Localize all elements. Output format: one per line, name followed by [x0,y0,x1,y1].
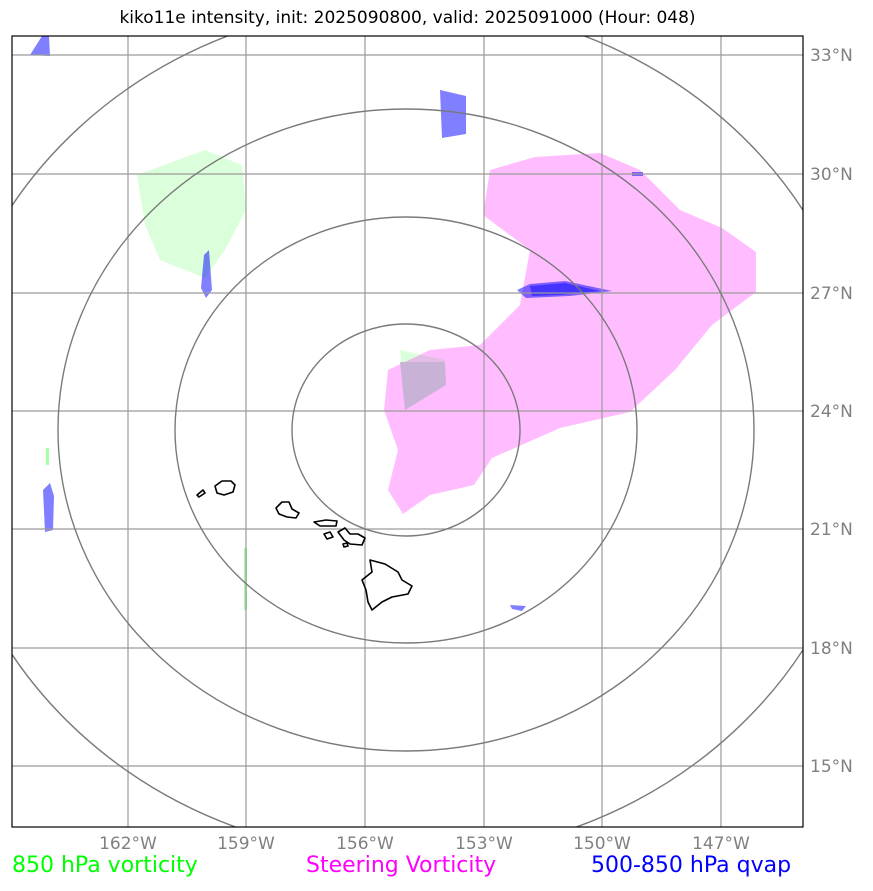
lon-tick-label: 156°W [336,834,394,854]
vorticity-850-region [46,448,49,465]
range-ring [57,108,755,752]
qvap-region [30,36,50,56]
range-ring [291,323,521,537]
island-maui [337,527,366,546]
range-ring [174,216,638,644]
island-lanai [323,531,334,540]
lon-tick-label: 159°W [217,834,275,854]
legend-steering-vorticity: Steering Vorticity [306,853,497,878]
vorticity-850-region [137,150,246,278]
legend-qvap: 500-850 hPa qvap [591,853,792,878]
lat-tick-label: 18°N [810,639,853,659]
lon-tick-labels: 162°W 159°W 156°W 153°W 150°W 147°W [99,834,750,854]
qvap-regions [30,36,643,611]
lat-tick-label: 15°N [810,757,853,777]
island-kauai [214,480,236,496]
lat-tick-label: 21°N [810,520,853,540]
qvap-region [43,483,54,532]
island-hawaii [361,559,413,611]
coastlines [196,480,413,611]
lon-tick-label: 147°W [692,834,750,854]
lon-tick-label: 162°W [99,834,157,854]
map-frame [11,35,804,828]
island-niihau [196,489,206,498]
range-rings [12,36,803,827]
plot-title: kiko11e intensity, init: 2025090800, val… [119,8,696,28]
island-molokai [313,519,338,527]
lat-tick-label: 27°N [810,284,853,304]
lat-tick-labels: 33°N 30°N 27°N 24°N 21°N 18°N 15°N [810,46,853,777]
island-oahu [275,501,300,519]
qvap-region [517,281,612,298]
lat-tick-label: 24°N [810,402,853,422]
qvap-region [510,605,526,611]
qvap-region [440,90,466,138]
qvap-region [201,250,212,298]
island-kahoolawe [342,542,349,548]
overlap-region [400,362,446,410]
lat-tick-label: 33°N [810,46,853,66]
gridlines [12,36,803,827]
steering-vorticity-region [384,153,756,514]
legend-850-vorticity: 850 hPa vorticity [12,853,198,878]
lon-tick-label: 150°W [573,834,631,854]
lon-tick-label: 153°W [455,834,513,854]
lat-tick-label: 30°N [810,165,853,185]
